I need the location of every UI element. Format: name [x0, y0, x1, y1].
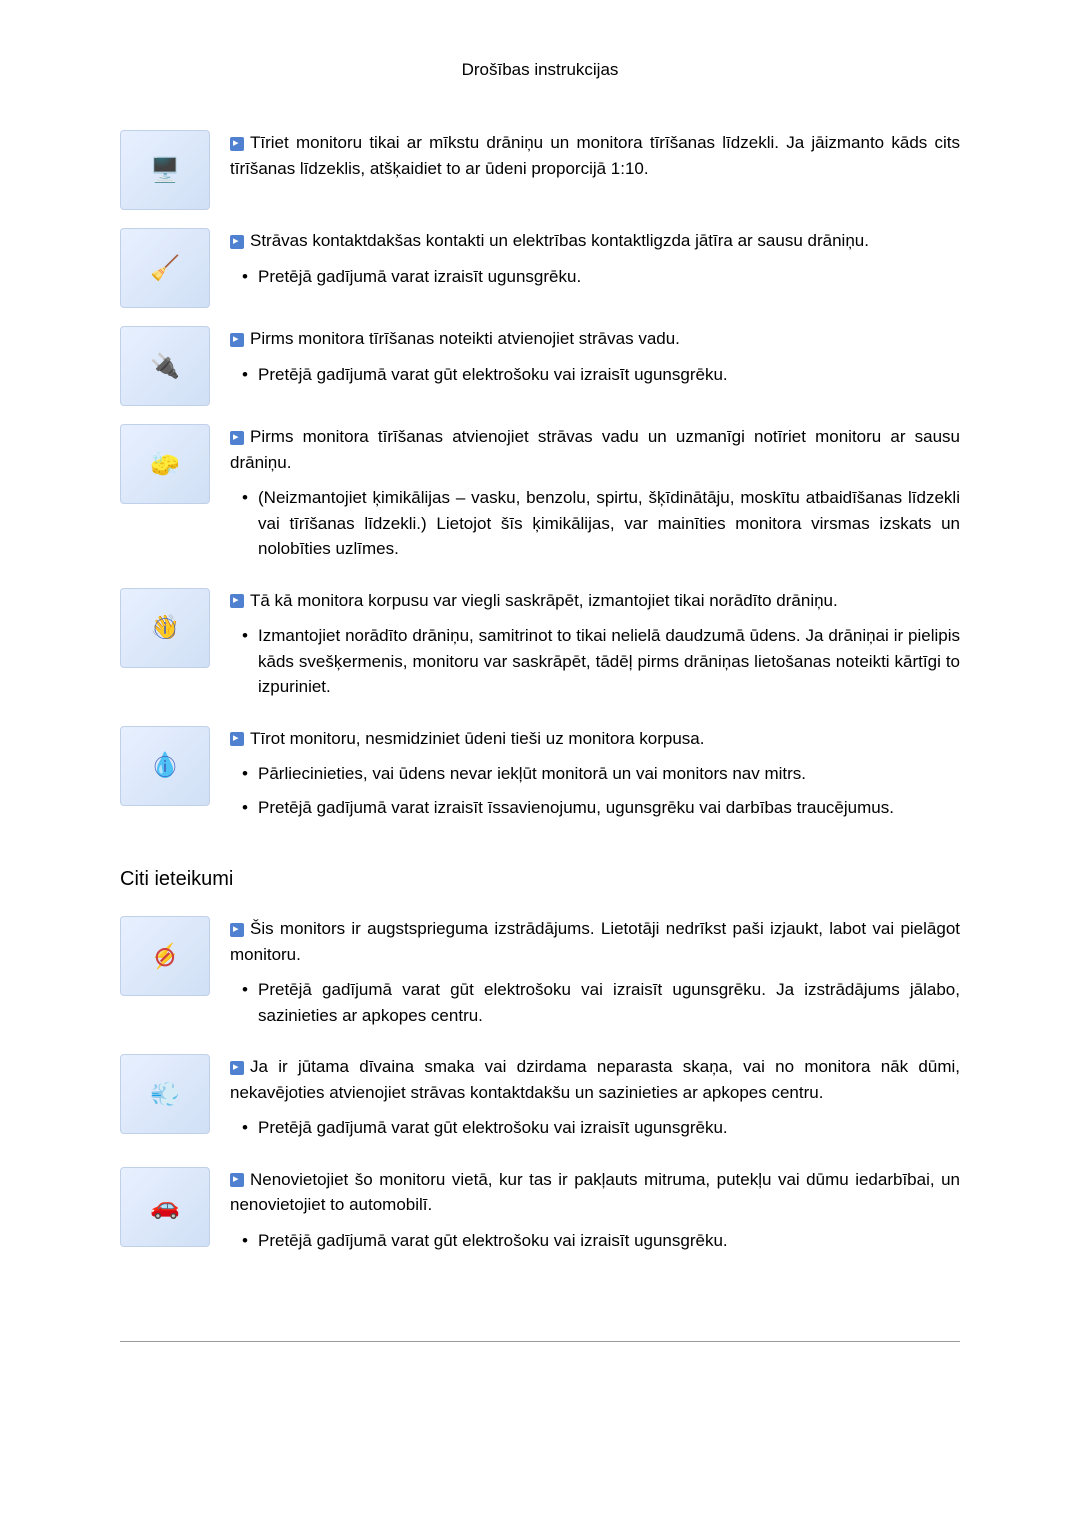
arrow-bullet-icon: [230, 137, 244, 151]
instruction-text: Ja ir jūtama dīvaina smaka vai dzirdama …: [230, 1054, 960, 1105]
sub-bullet-text: (Neizmantojiet ķimikālijas – vasku, benz…: [230, 485, 960, 562]
instruction-content: Nenovietojiet šo monitoru vietā, kur tas…: [230, 1167, 960, 1262]
instruction-content: Tīrot monitoru, nesmidziniet ūdeni tieši…: [230, 726, 960, 829]
instruction-content: Ja ir jūtama dīvaina smaka vai dzirdama …: [230, 1054, 960, 1149]
arrow-bullet-icon: [230, 235, 244, 249]
main-text-content: Tīriet monitoru tikai ar mīkstu drāniņu …: [230, 133, 960, 178]
clean-dry-icon: 🧽: [120, 424, 210, 504]
main-text-content: Tā kā monitora korpusu var viegli saskrā…: [250, 591, 838, 610]
instruction-item: 🔌 Pirms monitora tīrīšanas noteikti atvi…: [120, 326, 960, 406]
instruction-content: Šis monitors ir augstsprieguma izstrādāj…: [230, 916, 960, 1036]
instruction-text: Tā kā monitora korpusu var viegli saskrā…: [230, 588, 960, 614]
instruction-text: Pirms monitora tīrīšanas atvienojiet str…: [230, 424, 960, 475]
instruction-item: 🧹 Strāvas kontaktdakšas kontakti un elek…: [120, 228, 960, 308]
main-text-content: Strāvas kontaktdakšas kontakti un elektr…: [250, 231, 869, 250]
instruction-item: 💧 Tīrot monitoru, nesmidziniet ūdeni tie…: [120, 726, 960, 829]
sub-bullet-text: Pretējā gadījumā varat izraisīt ugunsgrē…: [230, 264, 960, 290]
arrow-bullet-icon: [230, 1173, 244, 1187]
prohibition-icon: ⚡: [120, 916, 210, 996]
arrow-bullet-icon: [230, 333, 244, 347]
instruction-text: Šis monitors ir augstsprieguma izstrādāj…: [230, 916, 960, 967]
plug-clean-icon: 🧹: [120, 228, 210, 308]
sub-bullet-text: Pretējā gadījumā varat gūt elektrošoku v…: [230, 362, 960, 388]
main-text-content: Tīrot monitoru, nesmidziniet ūdeni tieši…: [250, 729, 704, 748]
sub-bullet-text: Izmantojiet norādīto drāniņu, samitrinot…: [230, 623, 960, 700]
info-water-icon: 💧: [120, 726, 210, 806]
instruction-item: 👋 Tā kā monitora korpusu var viegli sask…: [120, 588, 960, 708]
sub-bullet-text: Pretējā gadījumā varat izraisīt īssavien…: [230, 795, 960, 821]
instruction-item: 🖥️ Tīriet monitoru tikai ar mīkstu drāni…: [120, 130, 960, 210]
location-icon: 🚗: [120, 1167, 210, 1247]
smoke-icon: 💨: [120, 1054, 210, 1134]
page-header: Drošības instrukcijas: [120, 60, 960, 80]
main-text-content: Nenovietojiet šo monitoru vietā, kur tas…: [230, 1170, 960, 1215]
main-text-content: Ja ir jūtama dīvaina smaka vai dzirdama …: [230, 1057, 960, 1102]
instruction-item: 💨 Ja ir jūtama dīvaina smaka vai dzirdam…: [120, 1054, 960, 1149]
sub-bullet-text: Pretējā gadījumā varat gūt elektrošoku v…: [230, 1115, 960, 1141]
arrow-bullet-icon: [230, 594, 244, 608]
instruction-content: Tā kā monitora korpusu var viegli saskrā…: [230, 588, 960, 708]
arrow-bullet-icon: [230, 923, 244, 937]
instruction-content: Pirms monitora tīrīšanas noteikti atvien…: [230, 326, 960, 395]
instruction-item: ⚡ Šis monitors ir augstsprieguma izstrād…: [120, 916, 960, 1036]
section-heading: Citi ieteikumi: [120, 868, 960, 891]
instruction-text: Tīriet monitoru tikai ar mīkstu drāniņu …: [230, 130, 960, 181]
arrow-bullet-icon: [230, 431, 244, 445]
main-text-content: Šis monitors ir augstsprieguma izstrādāj…: [230, 919, 960, 964]
monitor-clean-icon: 🖥️: [120, 130, 210, 210]
info-cloth-icon: 👋: [120, 588, 210, 668]
unplug-icon: 🔌: [120, 326, 210, 406]
instruction-content: Strāvas kontaktdakšas kontakti un elektr…: [230, 228, 960, 297]
instruction-text: Strāvas kontaktdakšas kontakti un elektr…: [230, 228, 960, 254]
arrow-bullet-icon: [230, 1061, 244, 1075]
instruction-item: 🚗 Nenovietojiet šo monitoru vietā, kur t…: [120, 1167, 960, 1262]
instruction-text: Tīrot monitoru, nesmidziniet ūdeni tieši…: [230, 726, 960, 752]
instruction-content: Pirms monitora tīrīšanas atvienojiet str…: [230, 424, 960, 570]
sub-bullet-text: Pretējā gadījumā varat gūt elektrošoku v…: [230, 977, 960, 1028]
instruction-item: 🧽 Pirms monitora tīrīšanas atvienojiet s…: [120, 424, 960, 570]
main-text-content: Pirms monitora tīrīšanas atvienojiet str…: [230, 427, 960, 472]
instruction-text: Nenovietojiet šo monitoru vietā, kur tas…: [230, 1167, 960, 1218]
footer-divider: [120, 1341, 960, 1342]
arrow-bullet-icon: [230, 732, 244, 746]
sub-bullet-text: Pretējā gadījumā varat gūt elektrošoku v…: [230, 1228, 960, 1254]
instruction-text: Pirms monitora tīrīšanas noteikti atvien…: [230, 326, 960, 352]
main-text-content: Pirms monitora tīrīšanas noteikti atvien…: [250, 329, 680, 348]
sub-bullet-text: Pārliecinieties, vai ūdens nevar iekļūt …: [230, 761, 960, 787]
instruction-content: Tīriet monitoru tikai ar mīkstu drāniņu …: [230, 130, 960, 191]
